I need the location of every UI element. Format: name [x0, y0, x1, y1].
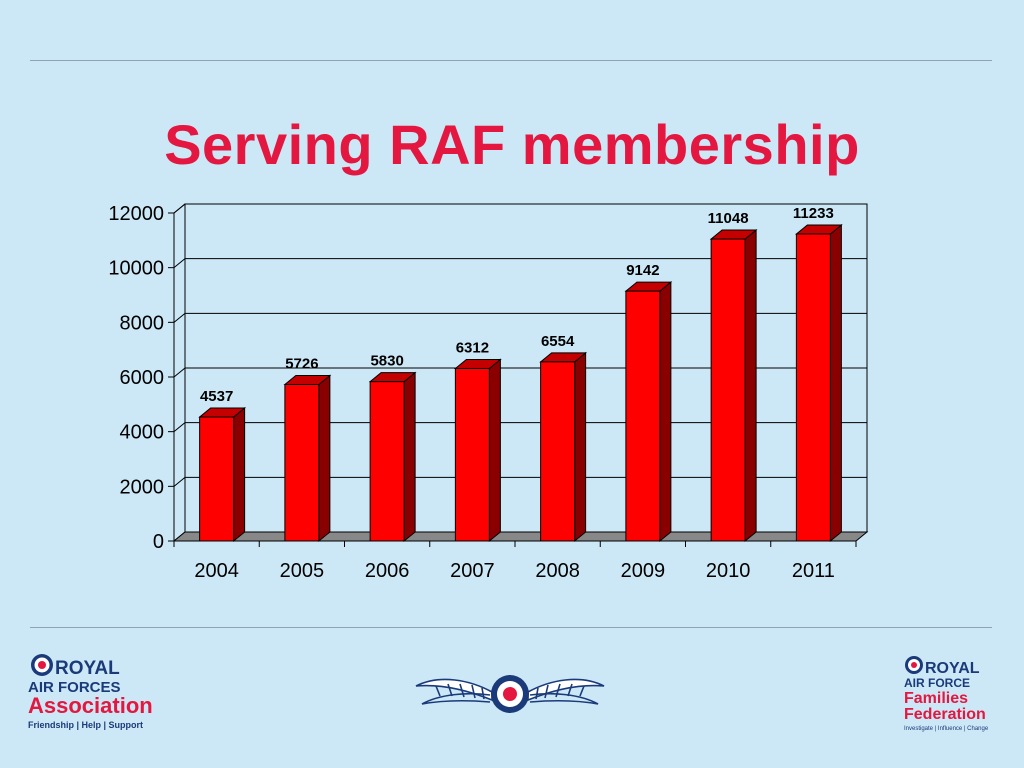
bar-side-2008 [574, 351, 587, 543]
gridline-side [173, 476, 186, 487]
bar-2011 [795, 233, 831, 542]
x-tick-label-2005: 2005 [280, 560, 325, 582]
data-label-2010: 11048 [708, 210, 749, 227]
logo-right-line5: Investigate | Influence | Change [904, 726, 989, 732]
x-tick-label-2011: 2011 [792, 560, 835, 582]
bar-2005 [284, 383, 320, 542]
data-label-2009: 9142 [626, 262, 659, 279]
raf-wings-emblem [415, 675, 605, 713]
logo-right-line2: AIR FORCE [904, 676, 970, 690]
logo-right-line3: Families [904, 690, 968, 707]
logo-right-line4: Federation [904, 706, 986, 723]
gridline-side [173, 367, 186, 378]
x-tick-label-2006: 2006 [365, 560, 410, 582]
x-tick-label-2010: 2010 [706, 560, 751, 582]
bar-side-2009 [659, 281, 672, 543]
data-label-2006: 5830 [370, 353, 403, 370]
x-tick-label-2004: 2004 [194, 560, 239, 582]
x-tick-label-2008: 2008 [535, 560, 580, 582]
logo-left-line4: Friendship | Help | Support [28, 720, 143, 730]
data-label-2007: 6312 [456, 339, 489, 356]
x-tick-label-2009: 2009 [621, 560, 666, 582]
y-tick-label: 12000 [108, 203, 164, 225]
y-tick-label: 2000 [120, 476, 165, 498]
gridline-side [173, 258, 186, 269]
y-tick-label: 10000 [108, 258, 164, 280]
plot-floor [172, 531, 869, 542]
bar-2008 [540, 361, 576, 542]
top-divider [30, 60, 992, 61]
raf-association-logo: ROYAL AIR FORCES Association Friendship … [28, 654, 153, 730]
gridline-side [173, 312, 186, 323]
gridline-side [173, 203, 186, 214]
bottom-divider [30, 627, 992, 628]
bar-chart: 0 2000 4000 6000 8000 10000 12000 4537 2004 5726 2… [108, 203, 869, 582]
bar-side-2005 [318, 374, 331, 543]
data-label-2004: 4537 [200, 388, 233, 405]
logo-left-line2: AIR FORCES [28, 679, 121, 696]
bar-side-2004 [233, 406, 246, 543]
data-label-2008: 6554 [541, 333, 575, 350]
y-tick-label: 8000 [120, 312, 165, 334]
bar-2006 [369, 381, 405, 542]
data-label-2005: 5726 [285, 355, 318, 372]
gridline-side [173, 422, 186, 433]
bar-2010 [710, 238, 746, 542]
bar-side-2006 [403, 371, 416, 543]
y-tick-label: 4000 [120, 422, 165, 444]
logo-left-line1: ROYAL [55, 658, 120, 679]
bar-2007 [454, 367, 490, 542]
x-tick-label-2007: 2007 [450, 560, 495, 582]
bar-side-2010 [744, 228, 757, 543]
bar-2004 [199, 416, 235, 542]
raf-families-federation-logo: ROYAL AIR FORCE Families Federation Inve… [904, 656, 989, 732]
data-label-2011: 11233 [793, 205, 834, 222]
bar-2009 [625, 290, 661, 542]
bar-side-2007 [488, 358, 501, 543]
logo-left-line3: Association [28, 693, 153, 718]
bar-side-2011 [829, 223, 842, 543]
slide-title: Serving RAF membership [164, 113, 860, 176]
y-tick-label: 6000 [120, 367, 165, 389]
logo-right-line1: ROYAL [925, 660, 980, 677]
y-tick-label: 0 [153, 531, 164, 553]
